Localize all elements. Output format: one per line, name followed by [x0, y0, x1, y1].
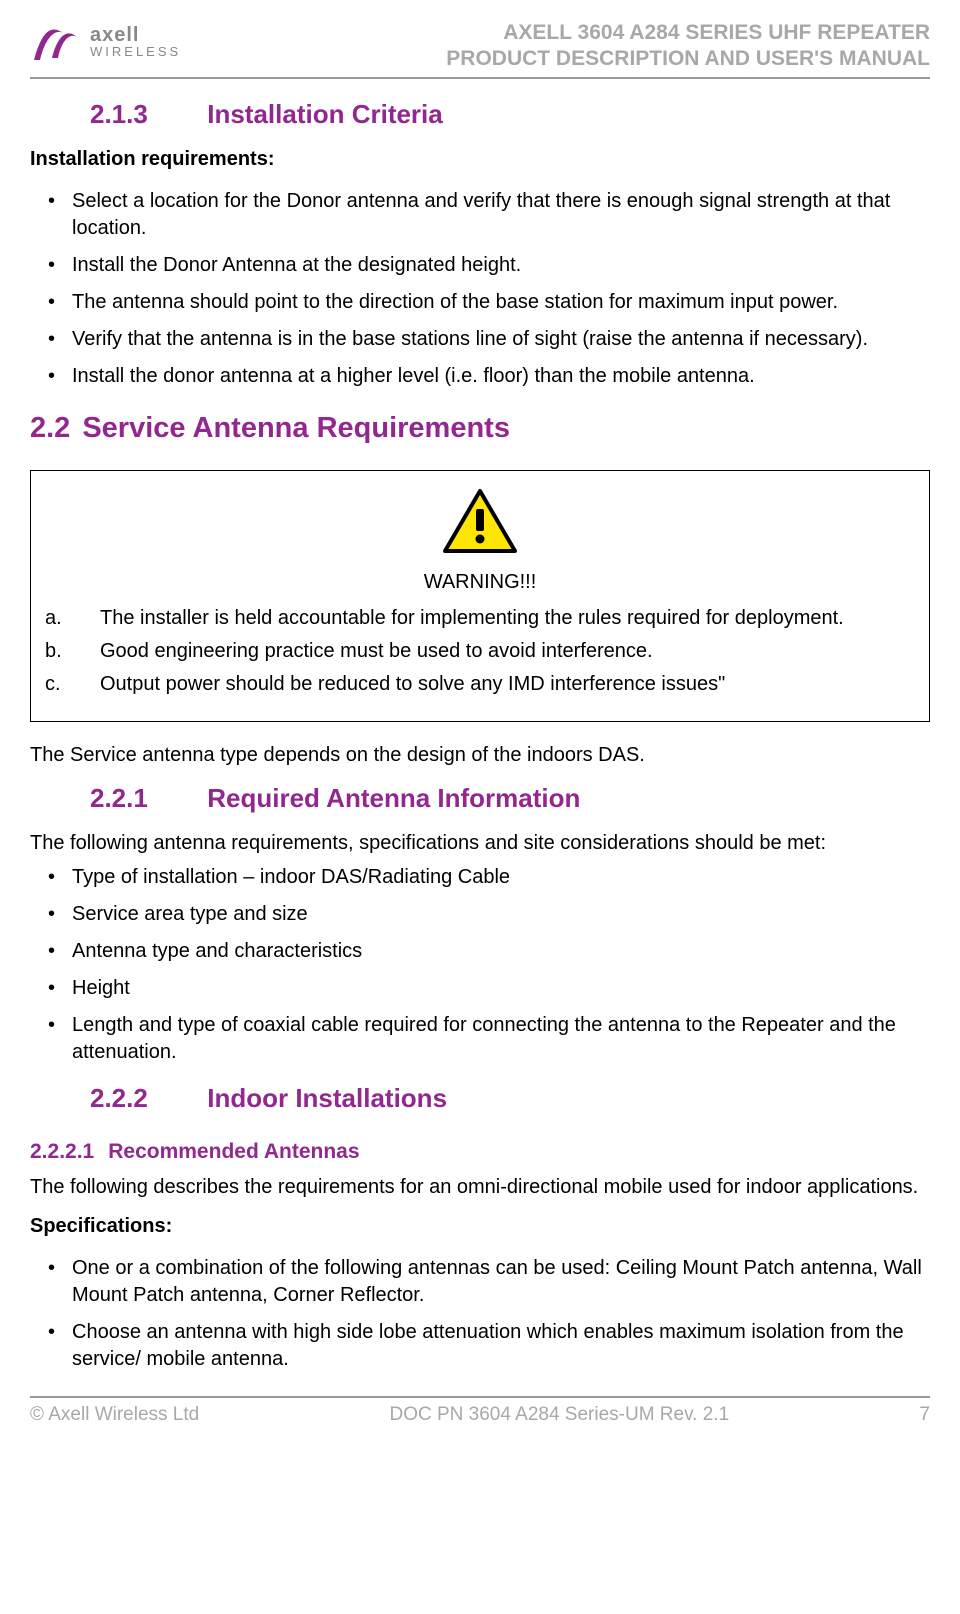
- list-item: b.Good engineering practice must be used…: [45, 635, 915, 668]
- heading-22: 2.2 Service Antenna Requirements: [30, 409, 930, 448]
- heading-221-title: Required Antenna Information: [207, 783, 580, 813]
- doc-title-line1: AXELL 3604 A284 SERIES UHF REPEATER: [446, 20, 930, 46]
- specs-subhead: Specifications:: [30, 1213, 930, 1240]
- brand-sub: WIRELESS: [90, 45, 181, 58]
- list-item: a.The installer is held accountable for …: [45, 602, 915, 635]
- heading-213-num: 2.1.3: [90, 97, 200, 132]
- list-item: Antenna type and characteristics: [30, 933, 930, 970]
- logo-icon: [30, 20, 84, 62]
- list-item: c.Output power should be reduced to solv…: [45, 668, 915, 701]
- warning-list: a.The installer is held accountable for …: [45, 602, 915, 701]
- page-footer: © Axell Wireless Ltd DOC PN 3604 A284 Se…: [30, 1396, 930, 1428]
- list-item: Type of installation – indoor DAS/Radiat…: [30, 859, 930, 896]
- warning-icon: [441, 487, 519, 555]
- list-item: Height: [30, 970, 930, 1007]
- warn-text: Good engineering practice must be used t…: [100, 638, 653, 665]
- list-item: Length and type of coaxial cable require…: [30, 1007, 930, 1071]
- heading-22-num: 2.2: [30, 412, 70, 444]
- list-item: Choose an antenna with high side lobe at…: [30, 1314, 930, 1378]
- warn-text: The installer is held accountable for im…: [100, 605, 844, 632]
- list-item: Select a location for the Donor antenna …: [30, 183, 930, 247]
- page-header: axell WIRELESS AXELL 3604 A284 SERIES UH…: [30, 20, 930, 79]
- doc-title-line2: PRODUCT DESCRIPTION AND USER'S MANUAL: [446, 46, 930, 72]
- list-item: Install the donor antenna at a higher le…: [30, 358, 930, 395]
- heading-221-num: 2.2.1: [90, 781, 200, 816]
- heading-213-title: Installation Criteria: [207, 99, 443, 129]
- install-req-subhead: Installation requirements:: [30, 146, 930, 173]
- list-item: One or a combination of the following an…: [30, 1250, 930, 1314]
- warn-text: Output power should be reduced to solve …: [100, 671, 725, 698]
- specs-list: One or a combination of the following an…: [30, 1250, 930, 1378]
- list-item: The antenna should point to the directio…: [30, 284, 930, 321]
- heading-22-title: Service Antenna Requirements: [82, 412, 510, 444]
- warn-marker: c.: [45, 671, 100, 698]
- heading-2221-num: 2.2.2.1: [30, 1140, 94, 1163]
- heading-2221: 2.2.2.1 Recommended Antennas: [30, 1138, 930, 1166]
- footer-right: 7: [919, 1402, 930, 1428]
- install-req-list: Select a location for the Donor antenna …: [30, 183, 930, 395]
- heading-2221-title: Recommended Antennas: [108, 1140, 359, 1163]
- after-warning-para: The Service antenna type depends on the …: [30, 742, 930, 769]
- footer-center: DOC PN 3604 A284 Series-UM Rev. 2.1: [389, 1402, 729, 1428]
- warn-marker: a.: [45, 605, 100, 632]
- heading-221: 2.2.1 Required Antenna Information: [90, 781, 930, 816]
- list-item: Service area type and size: [30, 896, 930, 933]
- section-2221-para: The following describes the requirements…: [30, 1174, 930, 1201]
- warning-box: WARNING!!! a.The installer is held accou…: [30, 470, 930, 722]
- brand-name: axell: [90, 25, 181, 45]
- heading-222-title: Indoor Installations: [207, 1083, 447, 1113]
- heading-222: 2.2.2 Indoor Installations: [90, 1081, 930, 1116]
- heading-222-num: 2.2.2: [90, 1081, 200, 1116]
- warn-marker: b.: [45, 638, 100, 665]
- section-221-intro: The following antenna requirements, spec…: [30, 830, 930, 857]
- doc-title: AXELL 3604 A284 SERIES UHF REPEATER PROD…: [446, 20, 930, 73]
- heading-213: 2.1.3 Installation Criteria: [90, 97, 930, 132]
- warning-label: WARNING!!!: [45, 569, 915, 596]
- antenna-info-list: Type of installation – indoor DAS/Radiat…: [30, 859, 930, 1071]
- list-item: Install the Donor Antenna at the designa…: [30, 247, 930, 284]
- list-item: Verify that the antenna is in the base s…: [30, 321, 930, 358]
- logo-text: axell WIRELESS: [90, 25, 181, 58]
- footer-left: © Axell Wireless Ltd: [30, 1402, 199, 1428]
- logo: axell WIRELESS: [30, 20, 181, 62]
